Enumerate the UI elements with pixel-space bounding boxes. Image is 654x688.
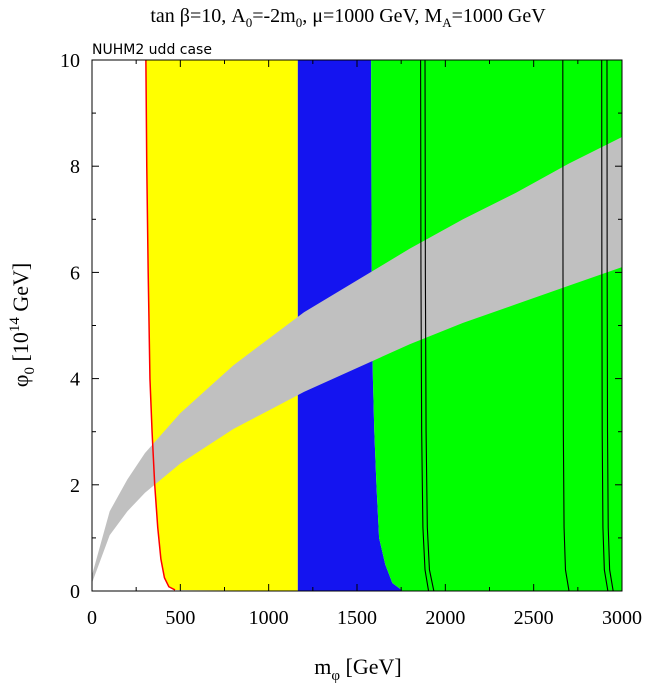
y-tick-label: 4 <box>70 369 80 391</box>
red-contour <box>145 60 176 591</box>
y-tick-label: 8 <box>70 156 80 178</box>
black-contour-1 <box>420 60 430 591</box>
black-contour-4 <box>601 60 609 591</box>
black-contour-2 <box>424 60 435 591</box>
x-axis: 0 500 1000 1500 2000 2500 3000 <box>87 60 642 629</box>
y-tick-label: 10 <box>60 50 80 72</box>
y-axis: 0 2 4 6 8 10 <box>60 50 622 603</box>
x-tick-label: 1500 <box>337 607 377 629</box>
y-axis-label: φ0 [1014 GeV] <box>7 263 38 387</box>
plot-area <box>92 60 622 591</box>
chart-subtitle: NUHM2 udd case <box>92 42 212 58</box>
y-tick-label: 6 <box>70 262 80 284</box>
gray-band <box>92 136 622 584</box>
y-tick-label: 2 <box>70 475 80 497</box>
x-tick-label: 2000 <box>425 607 465 629</box>
black-contour-5 <box>606 60 614 591</box>
x-tick-label: 500 <box>165 607 195 629</box>
x-tick-label: 3000 <box>602 607 642 629</box>
x-tick-label: 0 <box>87 607 97 629</box>
x-tick-label: 2500 <box>514 607 554 629</box>
x-axis-label: mφ [GeV] <box>314 654 402 684</box>
chart-title: tan β=10, A0=-2m0, μ=1000 GeV, MA=1000 G… <box>150 5 546 30</box>
x-tick-label: 1000 <box>249 607 289 629</box>
black-contour-3 <box>562 60 570 591</box>
y-tick-label: 0 <box>70 581 80 603</box>
region-yellow <box>145 60 298 591</box>
